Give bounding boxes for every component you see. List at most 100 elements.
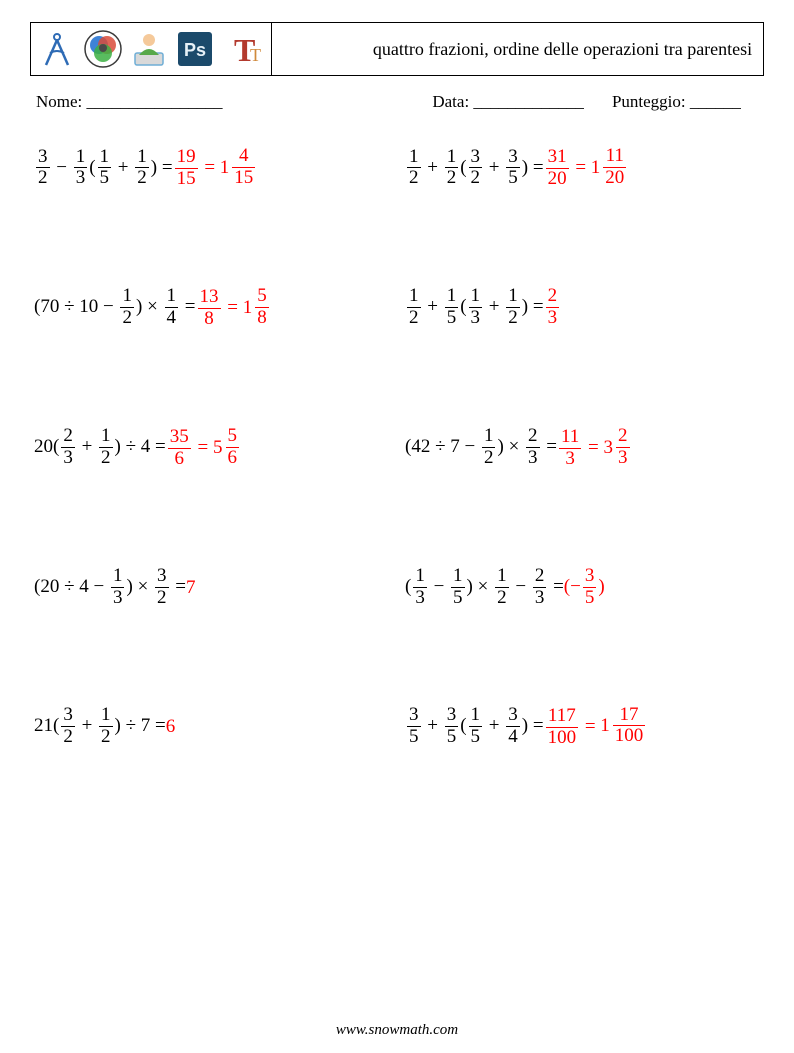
fraction-denominator: 2	[120, 308, 134, 329]
fraction-denominator: 15	[175, 169, 198, 190]
fraction-numerator: 1	[469, 705, 483, 726]
person-monitor-icon	[129, 29, 169, 69]
problem-answer: 138 = 158	[196, 286, 271, 330]
mixed-number: 158	[243, 286, 271, 329]
math-text: ÷ 7 =	[126, 715, 166, 736]
fraction-numerator: 5	[255, 286, 269, 307]
header-divider	[271, 23, 362, 75]
problems-grid: 32 − 13(15 + 12) = 1915 = 141512 + 12(32…	[30, 146, 764, 748]
math-text: 20(	[34, 436, 59, 457]
fraction-denominator: 5	[445, 308, 459, 329]
math-text: 6	[166, 716, 176, 737]
problem: 21(32 + 12) ÷ 7 = 6	[30, 705, 393, 749]
math-text: =	[200, 157, 220, 178]
fraction-denominator: 3	[563, 449, 577, 470]
fraction-denominator: 2	[407, 308, 421, 329]
math-text: (	[460, 296, 466, 317]
fraction: 23	[616, 426, 630, 469]
problem-expression: 12 + 12(32 + 35) =	[405, 147, 544, 190]
fraction-denominator: 3	[533, 588, 547, 609]
fraction-denominator: 2	[99, 727, 113, 748]
fraction-numerator: 2	[533, 566, 547, 587]
fraction-numerator: 1	[451, 566, 465, 587]
text-t-icon: T T	[221, 29, 261, 69]
fraction-denominator: 2	[36, 168, 50, 189]
math-text: =	[528, 715, 543, 736]
header-icons: Ps T T	[31, 23, 261, 75]
fraction-denominator: 2	[135, 168, 149, 189]
fraction-numerator: 3	[61, 705, 75, 726]
math-text: =	[548, 576, 563, 597]
fraction: 15	[445, 286, 459, 329]
problem-expression: 21(32 + 12) ÷ 7 =	[34, 705, 166, 748]
fraction-denominator: 20	[546, 169, 569, 190]
math-text: +	[423, 715, 443, 736]
math-text: +	[423, 156, 443, 177]
problem-expression: (42 ÷ 7 − 12) × 23 =	[405, 426, 557, 469]
fraction-numerator: 1	[99, 705, 113, 726]
math-text: (	[89, 156, 95, 177]
fraction-denominator: 3	[469, 308, 483, 329]
problem-answer: 1915 = 1415	[173, 146, 258, 190]
problem-expression: (13 − 15) × 12 − 23 =	[405, 566, 564, 609]
fraction-numerator: 19	[175, 147, 198, 168]
fraction-numerator: 1	[482, 426, 496, 447]
math-text: =	[223, 297, 243, 318]
math-text: =	[583, 437, 603, 458]
problem: (20 ÷ 4 − 13) × 32 = 7	[30, 566, 393, 609]
math-text: +	[113, 156, 133, 177]
fraction: 356	[168, 427, 191, 470]
fraction-numerator: 3	[506, 705, 520, 726]
math-text: 21(	[34, 715, 59, 736]
math-text: (	[405, 576, 411, 597]
mixed-number: 117100	[600, 705, 647, 748]
fraction-numerator: 1	[413, 566, 427, 587]
fraction-numerator: 5	[226, 426, 240, 447]
fraction-denominator: 15	[232, 168, 255, 189]
fraction: 415	[232, 146, 255, 189]
problem: 32 − 13(15 + 12) = 1915 = 1415	[30, 146, 393, 190]
fraction-numerator: 1	[407, 147, 421, 168]
fraction-numerator: 1	[120, 286, 134, 307]
fraction-denominator: 5	[407, 727, 421, 748]
mixed-number: 11120	[591, 146, 629, 189]
fraction-denominator: 3	[546, 308, 560, 329]
fraction-denominator: 5	[506, 168, 520, 189]
fraction-numerator: 13	[198, 287, 221, 308]
problem-answer: (−35)	[564, 566, 605, 609]
fraction-denominator: 5	[583, 588, 597, 609]
fraction-numerator: 3	[506, 147, 520, 168]
math-text: (70 ÷ 10 −	[34, 296, 118, 317]
math-text: ×	[504, 436, 524, 457]
math-text: (42 ÷ 7 −	[405, 436, 480, 457]
math-text: =	[580, 715, 600, 736]
problem-expression: 35 + 35(15 + 34) =	[405, 705, 544, 748]
fraction-numerator: 1	[165, 286, 179, 307]
fraction-numerator: 11	[604, 146, 626, 167]
fraction: 138	[198, 287, 221, 330]
name-label: Nome: ________________	[36, 92, 223, 111]
fraction: 58	[255, 286, 269, 329]
fraction-denominator: 2	[407, 168, 421, 189]
mixed-whole: 1	[243, 298, 253, 317]
problem-expression: (70 ÷ 10 − 12) × 14 =	[34, 286, 196, 329]
fraction-denominator: 8	[255, 308, 269, 329]
fraction-denominator: 4	[506, 727, 520, 748]
fraction-numerator: 1	[407, 286, 421, 307]
info-row: Nome: ________________ Data: ___________…	[30, 92, 764, 112]
problem-expression: 32 − 13(15 + 12) =	[34, 147, 173, 190]
fraction-numerator: 3	[583, 566, 597, 587]
math-text: −	[429, 576, 449, 597]
fraction-denominator: 2	[155, 588, 169, 609]
mixed-whole: 5	[213, 438, 223, 457]
math-text: +	[484, 156, 504, 177]
fraction-denominator: 2	[61, 727, 75, 748]
mixed-number: 323	[604, 426, 632, 469]
fraction-numerator: 1	[469, 286, 483, 307]
math-text: (	[460, 156, 466, 177]
fraction-denominator: 2	[445, 168, 459, 189]
svg-text:Ps: Ps	[184, 40, 206, 60]
math-text: 7	[186, 577, 196, 598]
fraction-numerator: 1	[506, 286, 520, 307]
fraction-denominator: 8	[202, 309, 216, 330]
